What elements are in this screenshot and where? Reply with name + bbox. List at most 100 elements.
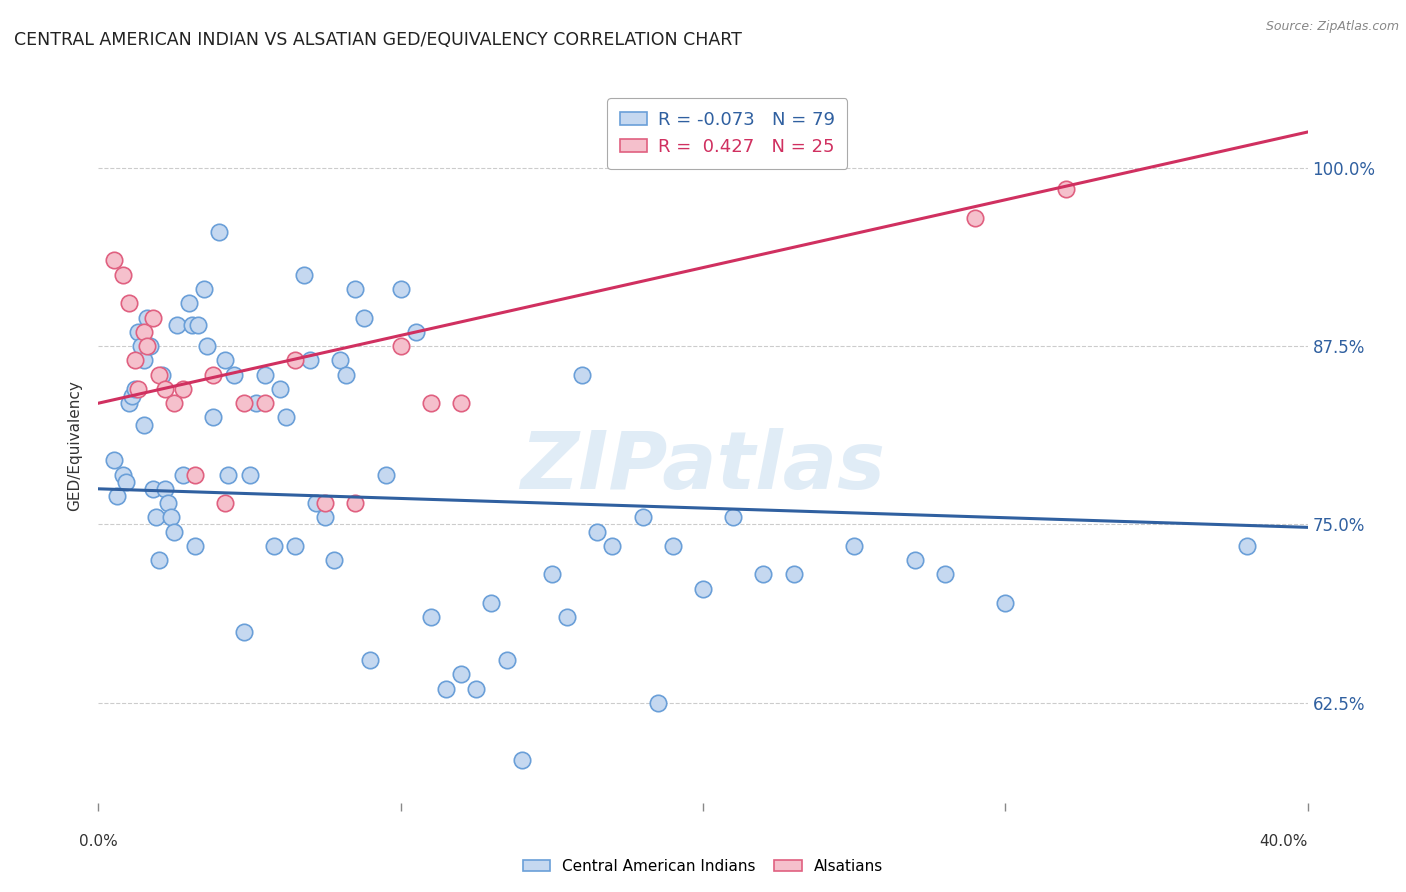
Point	[187, 318, 209, 332]
Point	[195, 339, 218, 353]
Point	[224, 368, 246, 382]
Point	[631, 510, 654, 524]
Point	[662, 539, 685, 553]
Point	[994, 596, 1017, 610]
Point	[586, 524, 609, 539]
Point	[253, 368, 276, 382]
Point	[692, 582, 714, 596]
Point	[139, 339, 162, 353]
Point	[314, 510, 336, 524]
Point	[118, 296, 141, 310]
Point	[214, 353, 236, 368]
Point	[114, 475, 136, 489]
Point	[103, 253, 125, 268]
Point	[142, 310, 165, 325]
Point	[127, 382, 149, 396]
Point	[374, 467, 396, 482]
Point	[145, 510, 167, 524]
Point	[160, 510, 183, 524]
Point	[723, 510, 745, 524]
Point	[284, 539, 307, 553]
Point	[217, 467, 239, 482]
Point	[111, 467, 134, 482]
Point	[105, 489, 128, 503]
Point	[284, 353, 307, 368]
Point	[163, 396, 186, 410]
Point	[292, 268, 315, 282]
Point	[305, 496, 328, 510]
Point	[181, 318, 204, 332]
Point	[263, 539, 285, 553]
Point	[193, 282, 215, 296]
Point	[934, 567, 956, 582]
Point	[314, 496, 336, 510]
Point	[214, 496, 236, 510]
Point	[135, 339, 157, 353]
Point	[111, 268, 134, 282]
Text: Source: ZipAtlas.com: Source: ZipAtlas.com	[1265, 20, 1399, 33]
Point	[132, 325, 155, 339]
Point	[540, 567, 562, 582]
Point	[481, 596, 503, 610]
Legend: Central American Indians, Alsatians: Central American Indians, Alsatians	[516, 853, 890, 880]
Point	[148, 368, 170, 382]
Point	[239, 467, 262, 482]
Legend: R = -0.073   N = 79, R =  0.427   N = 25: R = -0.073 N = 79, R = 0.427 N = 25	[607, 98, 848, 169]
Point	[202, 410, 225, 425]
Point	[752, 567, 775, 582]
Point	[118, 396, 141, 410]
Point	[232, 396, 254, 410]
Point	[647, 696, 669, 710]
Point	[269, 382, 291, 396]
Point	[329, 353, 352, 368]
Point	[495, 653, 517, 667]
Text: 40.0%: 40.0%	[1260, 834, 1308, 849]
Point	[389, 339, 412, 353]
Point	[555, 610, 578, 624]
Point	[172, 382, 194, 396]
Point	[103, 453, 125, 467]
Text: 0.0%: 0.0%	[79, 834, 118, 849]
Point	[510, 753, 533, 767]
Point	[965, 211, 987, 225]
Point	[602, 539, 624, 553]
Text: ZIPatlas: ZIPatlas	[520, 428, 886, 507]
Point	[323, 553, 346, 567]
Y-axis label: GED/Equivalency: GED/Equivalency	[67, 381, 83, 511]
Point	[344, 282, 367, 296]
Point	[783, 567, 806, 582]
Point	[150, 368, 173, 382]
Point	[245, 396, 267, 410]
Point	[132, 353, 155, 368]
Point	[124, 353, 146, 368]
Point	[142, 482, 165, 496]
Point	[179, 296, 201, 310]
Point	[184, 467, 207, 482]
Point	[450, 667, 472, 681]
Point	[571, 368, 593, 382]
Point	[420, 396, 443, 410]
Point	[121, 389, 143, 403]
Point	[208, 225, 231, 239]
Point	[148, 553, 170, 567]
Point	[299, 353, 322, 368]
Point	[232, 624, 254, 639]
Point	[465, 681, 488, 696]
Point	[202, 368, 225, 382]
Point	[135, 310, 157, 325]
Point	[360, 653, 382, 667]
Point	[344, 496, 367, 510]
Point	[184, 539, 207, 553]
Point	[129, 339, 152, 353]
Text: CENTRAL AMERICAN INDIAN VS ALSATIAN GED/EQUIVALENCY CORRELATION CHART: CENTRAL AMERICAN INDIAN VS ALSATIAN GED/…	[14, 31, 742, 49]
Point	[389, 282, 412, 296]
Point	[132, 417, 155, 432]
Point	[153, 482, 176, 496]
Point	[166, 318, 188, 332]
Point	[163, 524, 186, 539]
Point	[335, 368, 357, 382]
Point	[127, 325, 149, 339]
Point	[844, 539, 866, 553]
Point	[1054, 182, 1077, 196]
Point	[124, 382, 146, 396]
